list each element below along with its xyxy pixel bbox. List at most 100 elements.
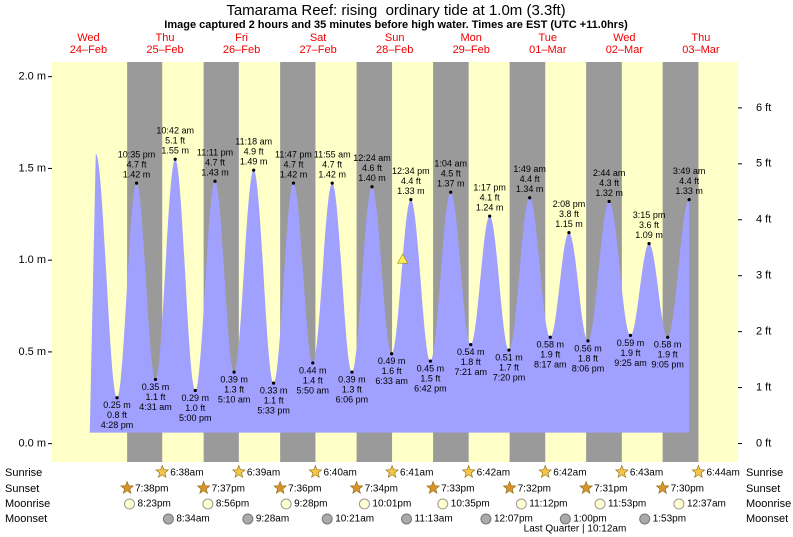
- day-date: 03–Mar: [682, 44, 720, 56]
- extreme-value-label: 1.42 m: [123, 169, 151, 179]
- extreme-time: 7:20 pm: [493, 372, 526, 382]
- extreme-value-label: 0.58 m: [654, 340, 682, 350]
- extreme-ft-label: 4.4 ft: [401, 176, 422, 186]
- event-time: 7:38pm: [135, 484, 168, 495]
- extreme-ft-label: 1.3 ft: [224, 384, 245, 394]
- event-time: 8:34am: [176, 514, 209, 525]
- extreme-value-label: 0.39 m: [220, 374, 248, 384]
- extreme-dot: [507, 348, 511, 352]
- extreme-value-label: 0.59 m: [617, 338, 645, 348]
- event-time: 7:33pm: [441, 484, 474, 495]
- sun-icon: [461, 464, 476, 478]
- extreme-ft-label: 1.8 ft: [461, 357, 482, 367]
- sun-icon: [426, 480, 441, 494]
- extreme-time: 6:33 am: [375, 376, 408, 386]
- extreme-dot: [469, 342, 473, 347]
- extreme-dot: [428, 359, 432, 363]
- sun-icon: [308, 464, 323, 478]
- extreme-time: 11:11 pm: [197, 148, 233, 158]
- sun-icon: [155, 464, 170, 478]
- extreme-time: 10:35 pm: [118, 149, 156, 159]
- event-time: 6:41am: [400, 468, 433, 479]
- extreme-value-label: 1.42 m: [318, 169, 346, 179]
- event-time: 7:30pm: [671, 484, 704, 495]
- extreme-ft-label: 1.6 ft: [382, 366, 403, 376]
- extreme-time: 11:18 am: [235, 137, 272, 147]
- day-date: 26–Feb: [223, 44, 260, 56]
- moon-icon: [594, 498, 606, 510]
- extreme-ft-label: 4.9 ft: [244, 147, 265, 157]
- extreme-time: 5:50 am: [297, 385, 330, 395]
- day-name: Thu: [156, 32, 175, 44]
- extreme-value-label: 1.42 m: [280, 169, 308, 179]
- y-tick-label: 1.5 m: [18, 162, 46, 174]
- extreme-time: 4:31 am: [139, 402, 172, 412]
- sun-icon: [614, 464, 629, 478]
- event-time: 6:40am: [323, 468, 356, 479]
- event-time: 12:37am: [687, 499, 726, 510]
- extreme-value-label: 1.55 m: [161, 146, 189, 156]
- extreme-dot: [173, 157, 177, 161]
- day-name: Wed: [77, 32, 99, 44]
- extreme-dot: [548, 335, 552, 339]
- sun-icon: [579, 480, 594, 494]
- extreme-time: 3:15 pm: [633, 210, 666, 220]
- row-label: Moonset: [746, 513, 788, 525]
- y2-tick-label: 6 ft: [756, 102, 771, 114]
- event-time: 9:28am: [256, 514, 289, 525]
- extreme-value-label: 0.35 m: [142, 382, 170, 392]
- day-date: 29–Feb: [453, 44, 490, 56]
- extreme-ft-label: 4.7 ft: [205, 158, 226, 168]
- extreme-value-label: 0.44 m: [299, 365, 327, 375]
- extreme-dot: [666, 335, 670, 339]
- event-time: 6:39am: [247, 468, 280, 479]
- event-time: 9:28pm: [294, 499, 327, 510]
- event-time: 7:37pm: [212, 484, 245, 495]
- extreme-dot: [193, 388, 197, 393]
- row-label: Sunrise: [5, 467, 42, 479]
- event-time: 8:56pm: [216, 499, 249, 510]
- extreme-time: 12:34 pm: [392, 166, 430, 176]
- chart-title: Tamarama Reef: rising ordinary tide at 1…: [226, 2, 565, 19]
- moon-icon: [242, 513, 254, 525]
- extreme-time: 8:06 pm: [572, 363, 605, 373]
- y-tick-label: 1.0 m: [18, 254, 46, 266]
- chart-subtitle: Image captured 2 hours and 35 minutes be…: [164, 19, 628, 31]
- moon-icon: [280, 498, 292, 510]
- row-label: Sunset: [5, 483, 39, 495]
- row-label: Sunset: [746, 483, 780, 495]
- extreme-dot: [291, 181, 296, 185]
- extreme-time: 6:06 pm: [336, 394, 369, 404]
- extreme-dot: [409, 198, 413, 202]
- event-time: 1:53pm: [653, 514, 686, 525]
- event-time: 1:00pm: [573, 514, 606, 525]
- day-name: Tue: [539, 32, 558, 44]
- row-label: Moonrise: [5, 498, 50, 510]
- row-label: Moonrise: [746, 498, 791, 510]
- y2-tick-label: 2 ft: [756, 326, 771, 338]
- extreme-value-label: 1.40 m: [358, 173, 386, 183]
- extreme-time: 1:17 pm: [473, 183, 506, 193]
- y-tick-label: 2.0 m: [18, 71, 46, 83]
- y2-tick-label: 0 ft: [756, 437, 771, 449]
- extreme-value-label: 1.32 m: [595, 188, 623, 198]
- event-time: 7:36pm: [288, 484, 321, 495]
- extreme-dot: [567, 231, 571, 235]
- current-level-marker: [397, 253, 409, 264]
- extreme-value-label: 0.39 m: [338, 374, 366, 384]
- extreme-value-label: 1.49 m: [240, 157, 268, 167]
- extreme-ft-label: 1.5 ft: [420, 373, 441, 383]
- extreme-ft-label: 1.4 ft: [303, 375, 324, 385]
- extreme-ft-label: 1.1 ft: [145, 392, 166, 402]
- day-date: 01–Mar: [529, 44, 567, 56]
- y-tick-label: 0.0 m: [18, 438, 46, 450]
- extreme-time: 11:55 am: [314, 149, 351, 159]
- event-time: 10:21am: [335, 514, 374, 525]
- extreme-time: 3:49 am: [673, 166, 706, 176]
- extreme-value-label: 0.33 m: [260, 385, 288, 395]
- extreme-ft-label: 4.5 ft: [441, 169, 462, 179]
- extreme-ft-label: 1.9 ft: [540, 350, 561, 360]
- extreme-time: 10:42 am: [156, 126, 194, 136]
- extreme-time: 5:33 pm: [257, 405, 290, 415]
